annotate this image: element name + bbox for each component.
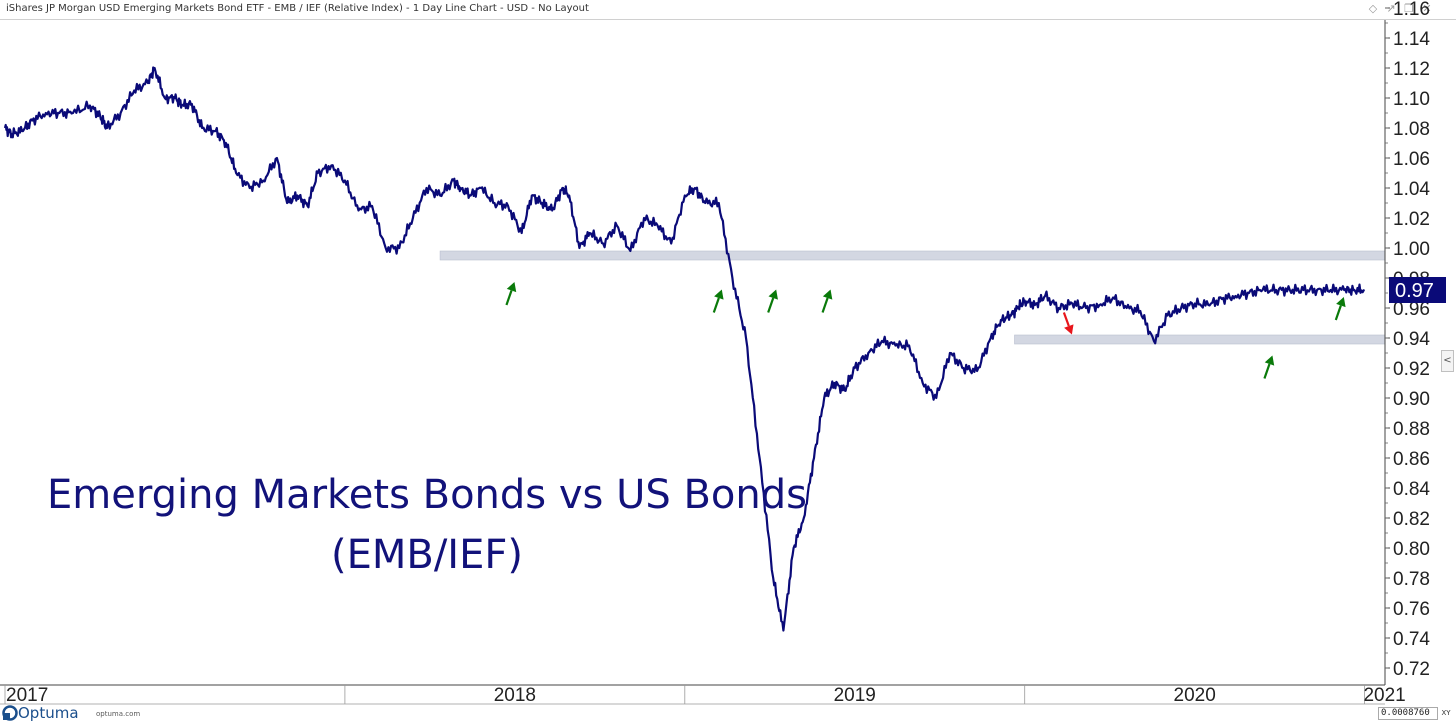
y-tick-label: 1.08 [1393,119,1430,140]
title-bar: iShares JP Morgan USD Emerging Markets B… [0,0,1456,20]
y-tick-label: 0.84 [1393,479,1430,500]
y-tick-label: 1.02 [1393,209,1430,230]
y-tick-label: 0.80 [1393,539,1430,560]
annotation-arrow-7 [1334,297,1346,321]
x-tick-label: 2019 [834,685,876,706]
y-tick-label: 1.14 [1393,29,1430,50]
diamond-icon[interactable]: ◇ [1368,2,1378,15]
y-tick-label: 0.96 [1393,299,1430,320]
y-tick-label: 0.86 [1393,449,1430,470]
logo-url: optuma.com [96,710,141,718]
y-tick-label: 0.92 [1393,359,1430,380]
logo-text: Optuma [18,704,79,722]
y-tick-label: 1.04 [1393,179,1430,200]
support-band-2 [1014,334,1386,345]
last-value-badge [1389,277,1446,303]
annotation-arrow-5 [1062,312,1074,335]
value-readout[interactable]: 0.0008760 [1378,707,1438,720]
x-tick-label: 2018 [494,685,536,706]
y-tick-label: 0.74 [1393,629,1430,650]
window-title: iShares JP Morgan USD Emerging Markets B… [6,3,589,14]
y-tick-label: 0.76 [1393,599,1430,620]
y-tick-label: 0.72 [1393,659,1430,680]
support-band-1 [439,250,1386,261]
x-tick-label: 2021 [1363,685,1405,706]
y-tick-label: 0.78 [1393,569,1430,590]
chart-subtitle: (EMB/IEF) [331,532,523,578]
annotation-arrow-2 [712,289,724,313]
y-tick-label: 1.10 [1393,89,1430,110]
close-icon[interactable]: ✕ [1422,2,1432,15]
price-line [3,66,1366,632]
x-tick-label: 2020 [1174,685,1216,706]
y-tick-label: 0.90 [1393,389,1430,410]
restore-icon[interactable]: ❐ [1404,2,1414,15]
xy-button[interactable]: XY [1441,709,1451,717]
y-tick-label: 1.06 [1393,149,1430,170]
y-tick-label: 0.88 [1393,419,1430,440]
annotation-arrow-3 [767,289,778,313]
y-tick-label: 1.16 [1393,0,1430,20]
optuma-logo-icon [2,705,18,721]
x-tick-label: 2017 [6,685,48,706]
annotation-arrow-1 [505,282,517,306]
y-tick-label: 1.12 [1393,59,1430,80]
y-tick-label: 1.00 [1393,239,1430,260]
pin-icon[interactable]: ↗ [1386,2,1396,15]
annotation-arrow-4 [821,289,833,313]
scroll-handle[interactable]: < [1441,350,1454,372]
chart-title: Emerging Markets Bonds vs US Bonds [47,472,807,518]
y-tick-label: 0.94 [1393,329,1430,350]
annotation-arrow-6 [1263,355,1275,379]
last-value-label: 0.97 [1395,280,1434,302]
y-tick-label: 0.82 [1393,509,1430,530]
footer-bar: Optuma optuma.com 0.0008760 XY [0,705,1456,723]
